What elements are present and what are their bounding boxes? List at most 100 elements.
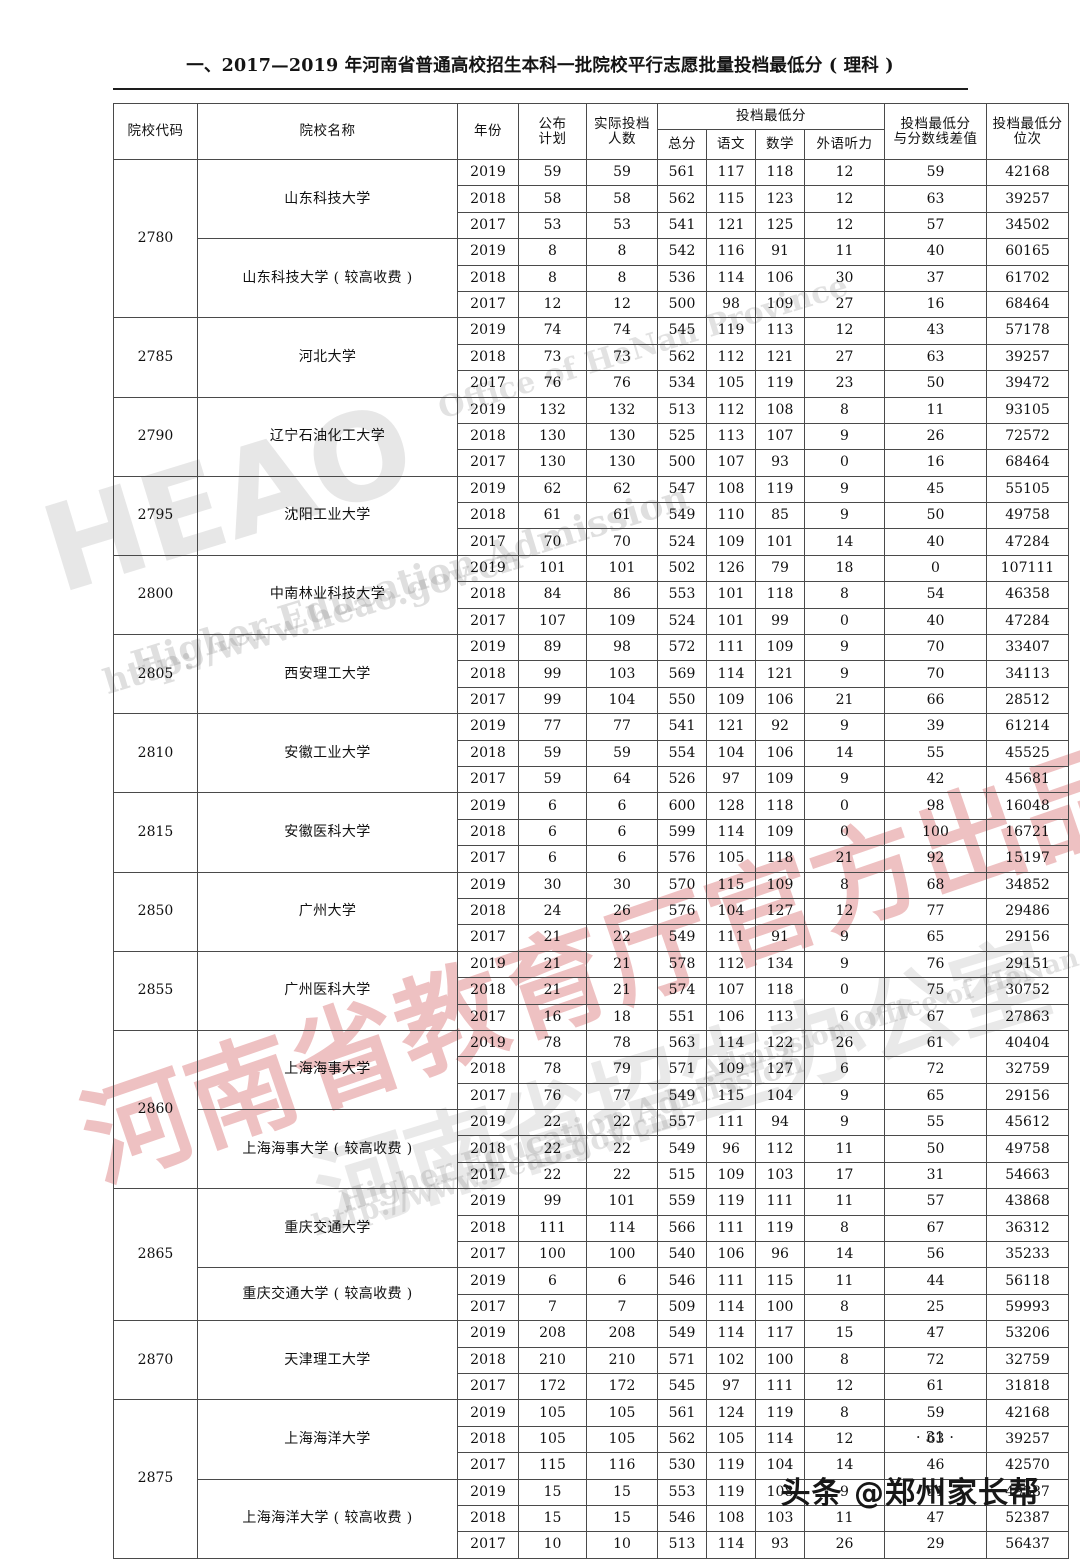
- cell-score-rank: 28512: [986, 686, 1069, 715]
- table-row: 2017 99 104 550 109 106 21 66 28512: [114, 686, 1069, 715]
- cell-score-diff: 45: [884, 475, 987, 504]
- cell-foreign-listening: 12: [804, 158, 885, 187]
- cell-school-code: 2805: [113, 634, 198, 715]
- cell-year: 2017: [457, 845, 519, 873]
- cell-actual-admitted: 15: [586, 1478, 658, 1506]
- cell-school-name: 上海海事大学 ( 较高收费 ): [197, 1109, 458, 1190]
- cell-year: 2017: [457, 290, 519, 319]
- cell-math: 115: [755, 1267, 805, 1295]
- cell-score-diff: 59: [884, 158, 987, 187]
- cell-year: 2018: [457, 185, 519, 213]
- cell-actual-admitted: 6: [586, 1267, 658, 1295]
- cell-total-score: 566: [657, 1214, 707, 1243]
- cell-foreign-listening: 8: [804, 871, 885, 899]
- cell-actual-admitted: 130: [586, 422, 658, 451]
- cell-chinese: 109: [706, 1056, 756, 1084]
- cell-foreign-listening: 23: [804, 370, 885, 398]
- cell-score-rank: 40404: [986, 1029, 1069, 1058]
- cell-actual-admitted: 104: [586, 686, 658, 715]
- cell-year: 2017: [457, 528, 519, 556]
- cell-announced-plan: 99: [518, 660, 587, 688]
- cell-math: 100: [755, 1293, 805, 1322]
- cell-year: 2017: [457, 1241, 519, 1269]
- cell-actual-admitted: 59: [586, 158, 658, 187]
- cell-school-code: 2790: [113, 396, 198, 477]
- cell-score-diff: 65: [884, 1082, 987, 1111]
- cell-actual-admitted: 132: [586, 396, 658, 424]
- cell-chinese: 108: [706, 1504, 756, 1533]
- cell-school-name: 山东科技大学 ( 较高收费 ): [197, 238, 458, 319]
- cell-year: 2017: [457, 924, 519, 952]
- table-body: 2780 山东科技大学 2019 59 59 561 117 118 12 59 42168 2018…: [113, 158, 1069, 1559]
- cell-announced-plan: 7: [518, 1293, 587, 1322]
- table-row: 2017 16 18 551 106 113 6 67 27863: [114, 1003, 1069, 1031]
- cell-foreign-listening: 9: [804, 1109, 885, 1137]
- cell-score-diff: 46: [884, 1452, 987, 1480]
- cell-actual-admitted: 100: [586, 1241, 658, 1269]
- cell-school-name: 山东科技大学: [197, 158, 458, 240]
- cell-score-diff: 63: [884, 343, 987, 372]
- cell-total-score: 509: [657, 1293, 707, 1322]
- cell-chinese: 126: [706, 554, 756, 583]
- table-row: 2017 59 64 526 97 109 9 42 45681: [114, 765, 1069, 794]
- cell-score-diff: 11: [884, 396, 987, 424]
- cell-foreign-listening: 12: [804, 897, 885, 926]
- table-row: 2018 78 79 571 109 127 6 72 32759: [114, 1056, 1069, 1084]
- cell-score-diff: 47: [884, 1320, 987, 1348]
- cell-announced-plan: 77: [518, 713, 587, 741]
- cell-school-name: 辽宁石油化工大学: [197, 396, 458, 477]
- cell-score-rank: 45612: [986, 1109, 1069, 1137]
- cell-chinese: 114: [706, 660, 756, 688]
- cell-chinese: 124: [706, 1399, 756, 1427]
- cell-math: 123: [755, 185, 805, 213]
- cell-total-score: 551: [657, 1003, 707, 1031]
- cell-score-rank: 49758: [986, 502, 1069, 530]
- cell-math: 118: [755, 977, 805, 1005]
- header-score-rank-line2: 位次: [1013, 130, 1042, 147]
- cell-actual-admitted: 22: [586, 1161, 658, 1190]
- cell-school-name: 上海海洋大学 ( 较高收费 ): [197, 1478, 458, 1559]
- cell-chinese: 98: [706, 290, 756, 319]
- table-row: 2017 130 130 500 107 93 0 16 68464: [114, 449, 1069, 477]
- cell-foreign-listening: 12: [804, 317, 885, 345]
- cell-chinese: 114: [706, 1320, 756, 1348]
- cell-chinese: 119: [706, 1188, 756, 1216]
- cell-total-score: 599: [657, 818, 707, 847]
- cell-actual-admitted: 101: [586, 1188, 658, 1216]
- cell-foreign-listening: 8: [804, 1293, 885, 1322]
- cell-chinese: 106: [706, 1241, 756, 1269]
- cell-year: 2018: [457, 1504, 519, 1533]
- table-row: 2865 重庆交通大学 2019 99 101 559 119 111 11 57 43868: [113, 1188, 1069, 1322]
- cell-year: 2017: [457, 1372, 519, 1401]
- cell-actual-admitted: 22: [586, 924, 658, 952]
- cell-score-rank: 27863: [986, 1003, 1069, 1031]
- cell-chinese: 110: [706, 502, 756, 530]
- cell-score-rank: 39257: [986, 343, 1069, 372]
- cell-actual-admitted: 22: [586, 1135, 658, 1163]
- cell-actual-admitted: 18: [586, 1003, 658, 1031]
- cell-chinese: 97: [706, 765, 756, 794]
- cell-year: 2018: [457, 502, 519, 530]
- cell-announced-plan: 74: [518, 317, 587, 345]
- cell-total-score: 542: [657, 238, 707, 266]
- cell-score-rank: 42168: [986, 1399, 1069, 1427]
- cell-math: 118: [755, 158, 805, 187]
- cell-announced-plan: 21: [518, 950, 587, 979]
- cell-actual-admitted: 64: [586, 765, 658, 794]
- cell-math: 108: [755, 396, 805, 424]
- cell-score-rank: 34502: [986, 211, 1069, 240]
- cell-total-score: 541: [657, 713, 707, 741]
- cell-score-diff: 66: [884, 686, 987, 715]
- cell-score-rank: 32759: [986, 1056, 1069, 1084]
- header-score-diff: 投档最低分 与分数线差值: [884, 103, 987, 160]
- cell-chinese: 114: [706, 818, 756, 847]
- cell-foreign-listening: 0: [804, 449, 885, 477]
- cell-year: 2019: [457, 1478, 519, 1506]
- cell-chinese: 97: [706, 1372, 756, 1401]
- cell-actual-admitted: 114: [586, 1214, 658, 1243]
- cell-year: 2019: [457, 634, 519, 662]
- cell-actual-admitted: 8: [586, 264, 658, 292]
- cell-school-name: 上海海洋大学: [197, 1399, 458, 1480]
- table-row: 2017 100 100 540 106 96 14 56 35233: [114, 1241, 1069, 1269]
- cell-chinese: 102: [706, 1346, 756, 1374]
